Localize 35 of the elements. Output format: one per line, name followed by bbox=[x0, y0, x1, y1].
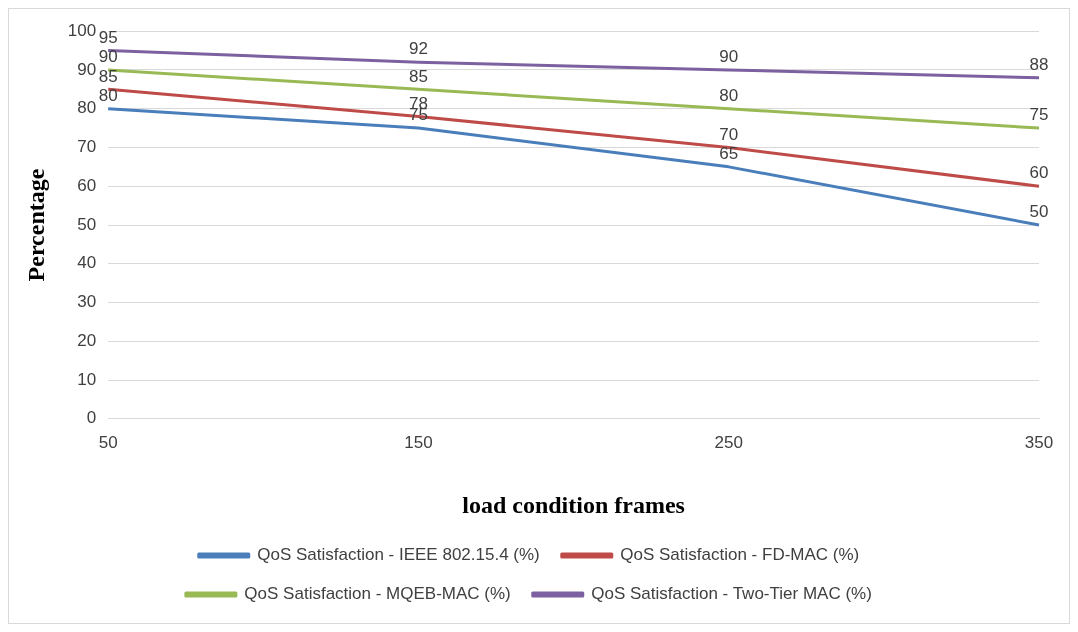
data-label: 85 bbox=[408, 66, 428, 86]
data-label: 80 bbox=[719, 85, 739, 105]
x-tick-label: 50 bbox=[98, 432, 118, 452]
data-label: 88 bbox=[1029, 54, 1049, 74]
data-label: 90 bbox=[719, 47, 739, 67]
data-label: 95 bbox=[98, 27, 118, 47]
data-label: 65 bbox=[719, 144, 739, 164]
data-label: 60 bbox=[1029, 163, 1049, 183]
legend-label: QoS Satisfaction - MQEB-MAC (%) bbox=[244, 584, 511, 604]
y-tick-label: 30 bbox=[77, 292, 97, 312]
data-label: 80 bbox=[98, 85, 118, 105]
y-tick-label: 0 bbox=[86, 408, 97, 428]
y-tick-label: 100 bbox=[67, 20, 97, 40]
y-tick-label: 70 bbox=[77, 137, 97, 157]
data-label: 90 bbox=[98, 47, 118, 67]
legend-label: QoS Satisfaction - FD-MAC (%) bbox=[620, 545, 860, 565]
x-tick-label: 350 bbox=[1024, 432, 1054, 452]
x-axis-title: load condition frames bbox=[462, 491, 685, 518]
y-tick-label: 20 bbox=[77, 330, 97, 350]
y-tick-label: 80 bbox=[77, 98, 97, 118]
x-tick-label: 150 bbox=[404, 432, 433, 452]
y-tick-label: 90 bbox=[77, 59, 97, 79]
legend-label: QoS Satisfaction - Two-Tier MAC (%) bbox=[591, 584, 872, 604]
data-label: 50 bbox=[1029, 202, 1049, 222]
y-axis-title: Percentage bbox=[22, 168, 49, 282]
data-label: 75 bbox=[1029, 105, 1049, 125]
data-label: 85 bbox=[98, 66, 118, 86]
y-tick-label: 40 bbox=[77, 253, 97, 273]
legend-label: QoS Satisfaction - IEEE 802.15.4 (%) bbox=[257, 545, 540, 565]
x-tick-label: 250 bbox=[714, 432, 743, 452]
data-label: 92 bbox=[408, 39, 428, 59]
y-tick-label: 50 bbox=[77, 214, 97, 234]
y-tick-label: 10 bbox=[77, 369, 97, 389]
y-tick-label: 60 bbox=[77, 175, 97, 195]
data-label: 70 bbox=[719, 124, 739, 144]
